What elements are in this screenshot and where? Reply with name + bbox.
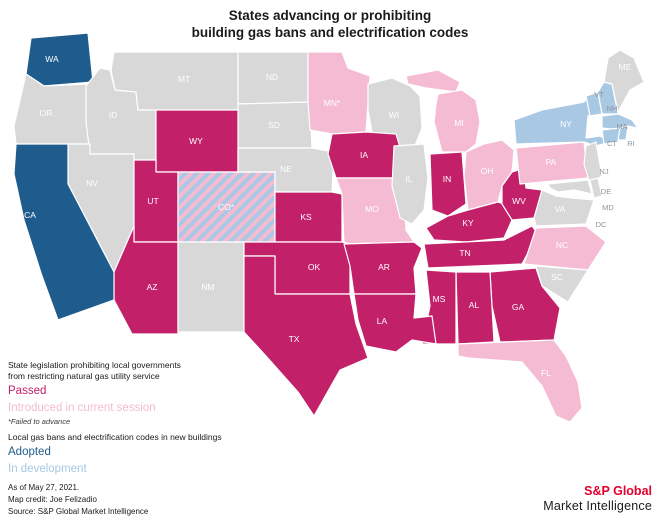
state-label-ar: AR	[378, 262, 390, 272]
legend-introduced-label: Introduced in current session	[8, 402, 156, 414]
state-ar	[343, 241, 423, 295]
state-mi-upper	[405, 69, 461, 93]
state-label-nm: NM	[201, 282, 214, 292]
title-line-1: States advancing or prohibiting	[228, 8, 432, 23]
state-label-nv: NV	[86, 178, 98, 188]
state-label-pa: PA	[546, 157, 557, 167]
state-ma	[601, 113, 639, 131]
state-label-me: ME	[619, 62, 632, 72]
page-title: States advancing or prohibiting building…	[0, 7, 660, 41]
legend-footnote: *Failed to advance	[8, 417, 71, 426]
us-map-container: WA OR CA ID NV MT WY UT AZ NM CO* ND SD …	[0, 28, 660, 443]
state-label-ct: CT	[607, 139, 617, 148]
prohibition-legend: State legislation prohibiting local gove…	[8, 360, 181, 427]
state-label-ms: MS	[433, 294, 446, 304]
state-me	[603, 49, 645, 113]
brand-division: Market Intelligence	[543, 499, 652, 513]
state-label-mo: MO	[365, 204, 379, 214]
state-de	[589, 177, 603, 199]
state-label-ca: CA	[24, 210, 36, 220]
state-label-ok: OK	[308, 262, 321, 272]
state-il	[391, 143, 429, 225]
state-wi	[367, 77, 423, 149]
legend-passed-label: Passed	[8, 385, 47, 397]
state-label-nj: NJ	[599, 167, 608, 176]
state-label-de: DE	[601, 187, 611, 196]
state-label-ks: KS	[300, 212, 312, 222]
title-line-2: building gas bans and electrification co…	[191, 25, 469, 40]
state-label-al: AL	[469, 300, 480, 310]
state-label-dc: DC	[596, 220, 607, 229]
state-label-mi: MI	[454, 118, 463, 128]
state-label-md: MD	[602, 203, 614, 212]
state-ca	[13, 143, 115, 321]
codes-legend-heading: Local gas bans and electrification codes…	[8, 432, 222, 442]
state-mi	[433, 89, 481, 153]
state-label-wa: WA	[45, 54, 59, 64]
state-label-ma: MA	[616, 122, 627, 131]
state-label-sd: SD	[268, 120, 280, 130]
state-label-ne: NE	[280, 164, 292, 174]
state-mn	[307, 51, 371, 135]
state-label-sc: SC	[551, 272, 563, 282]
state-label-co: CO*	[218, 202, 235, 212]
state-md	[547, 179, 593, 195]
state-label-in: IN	[443, 174, 452, 184]
state-label-or: OR	[40, 108, 53, 118]
legend-in-development-label: In development	[8, 463, 87, 475]
state-ks	[274, 191, 343, 243]
state-labels: WA OR CA ID NV MT WY UT AZ NM CO* ND SD …	[24, 54, 635, 378]
state-nc	[523, 225, 607, 271]
state-fl	[457, 339, 583, 423]
state-label-ky: KY	[462, 218, 474, 228]
state-label-vt: VT	[594, 90, 604, 99]
brand-name: S&P Global	[584, 484, 652, 498]
codes-legend: Local gas bans and electrification codes…	[8, 432, 222, 477]
state-label-az: AZ	[147, 282, 158, 292]
source-line: Source: S&P Global Market Intelligence	[8, 507, 149, 516]
state-label-wv: WV	[512, 196, 526, 206]
state-label-ut: UT	[147, 196, 158, 206]
state-tx	[243, 255, 369, 417]
state-label-mn: MN*	[324, 98, 341, 108]
state-label-ri: RI	[627, 139, 635, 148]
state-va	[533, 189, 595, 227]
state-label-mt: MT	[178, 74, 190, 84]
state-label-tx: TX	[289, 334, 300, 344]
state-ri	[617, 125, 629, 141]
us-map: WA OR CA ID NV MT WY UT AZ NM CO* ND SD …	[13, 32, 645, 423]
state-ga	[489, 267, 561, 343]
state-label-ia: IA	[360, 150, 368, 160]
state-ct	[601, 127, 621, 145]
state-label-nh: NH	[607, 104, 618, 113]
prohibition-legend-heading-1: State legislation prohibiting local gove…	[8, 360, 181, 370]
state-label-wi: WI	[389, 110, 399, 120]
state-label-fl: FL	[541, 368, 551, 378]
state-in	[429, 151, 467, 217]
prohibition-legend-heading-2: from restricting natural gas utility ser…	[8, 371, 160, 381]
state-wa	[25, 32, 94, 87]
state-label-la: LA	[377, 316, 388, 326]
as-of-date: As of May 27, 2021.	[8, 483, 80, 492]
state-label-ny: NY	[560, 119, 572, 129]
us-states	[13, 32, 645, 423]
state-label-id: ID	[109, 110, 118, 120]
state-label-nd: ND	[266, 72, 278, 82]
state-la	[353, 293, 437, 353]
state-label-tn: TN	[459, 248, 470, 258]
state-label-wy: WY	[189, 136, 203, 146]
state-label-va: VA	[555, 204, 566, 214]
state-label-nc: NC	[556, 240, 568, 250]
footer: As of May 27, 2021. Map credit: Joe Feli…	[8, 482, 148, 518]
map-credit: Map credit: Joe Felizadio	[8, 495, 97, 504]
sp-global-logo: S&P Global Market Intelligence	[543, 484, 652, 514]
state-label-oh: OH	[481, 166, 494, 176]
legend-adopted-label: Adopted	[8, 446, 51, 458]
state-label-il: IL	[405, 174, 412, 184]
state-label-ga: GA	[512, 302, 525, 312]
